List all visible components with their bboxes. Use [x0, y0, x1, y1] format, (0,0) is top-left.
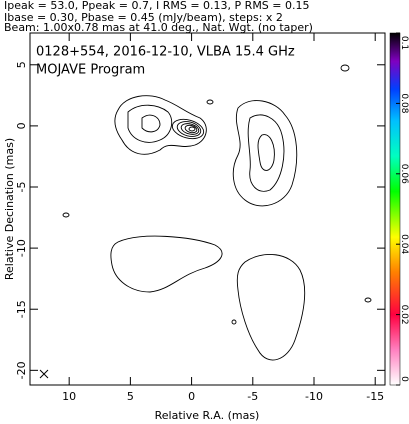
- contour: [110, 235, 223, 293]
- colorbar-tick-label: 0.1: [399, 36, 409, 50]
- colorbar-tick-label: 0: [399, 376, 409, 382]
- y-tick-label: -5: [15, 182, 28, 193]
- contour: [340, 64, 350, 72]
- contours: [62, 64, 372, 361]
- contour: [141, 114, 161, 133]
- contour: [236, 254, 306, 361]
- contour: [114, 95, 207, 155]
- contour: [257, 134, 275, 171]
- annotation: Ipeak = 53.0, Ppeak = 0.7, I RMS = 0.13,…: [4, 0, 310, 12]
- y-tick-label: 5: [15, 61, 28, 68]
- x-tick-label: -10: [305, 390, 323, 403]
- plot-frame: [29, 32, 386, 386]
- contour: [184, 124, 198, 134]
- colorbar-tick-label: 0.08: [399, 93, 409, 113]
- x-axis-label: Relative R.A. (mas): [155, 409, 260, 422]
- contour: [176, 121, 202, 137]
- beam-marker: [39, 369, 49, 379]
- y-tick-label: -20: [15, 361, 28, 379]
- x-tick-label: 5: [127, 390, 134, 403]
- x-tick-label: 0: [188, 390, 195, 403]
- y-tick-label: -10: [15, 239, 28, 257]
- annotation: Ibase = 0.30, Pbase = 0.45 (mJy/beam), s…: [4, 11, 283, 24]
- plot-subtitle: MOJAVE Program: [36, 63, 145, 78]
- colorbar: [389, 32, 401, 386]
- contour: [232, 100, 298, 207]
- colorbar-tick-label: 0.04: [399, 234, 409, 254]
- colorbar-tick-label: 0.06: [399, 164, 409, 184]
- y-tick-label: -15: [15, 300, 28, 318]
- plot-title: 0128+554, 2016-12-10, VLBA 15.4 GHz: [36, 45, 295, 60]
- contour: [62, 212, 70, 218]
- contour: [364, 297, 372, 303]
- x-tick-label: -15: [366, 390, 384, 403]
- contour: [171, 118, 205, 140]
- contour: [247, 114, 285, 192]
- contour: [188, 126, 196, 132]
- contour: [206, 99, 214, 105]
- y-axis-label: Relative Decination (mas): [3, 138, 16, 280]
- colorbar-tick-label: 0.02: [399, 305, 409, 325]
- contour: [231, 319, 237, 325]
- contour: [127, 104, 173, 143]
- contour: [180, 123, 200, 135]
- annotation: Beam: 1.00x0.78 mas at 41.0 deg., Nat. W…: [4, 21, 313, 34]
- x-tick-label: 10: [62, 390, 76, 403]
- x-tick-label: -5: [247, 390, 258, 403]
- y-tick-label: 0: [15, 122, 28, 129]
